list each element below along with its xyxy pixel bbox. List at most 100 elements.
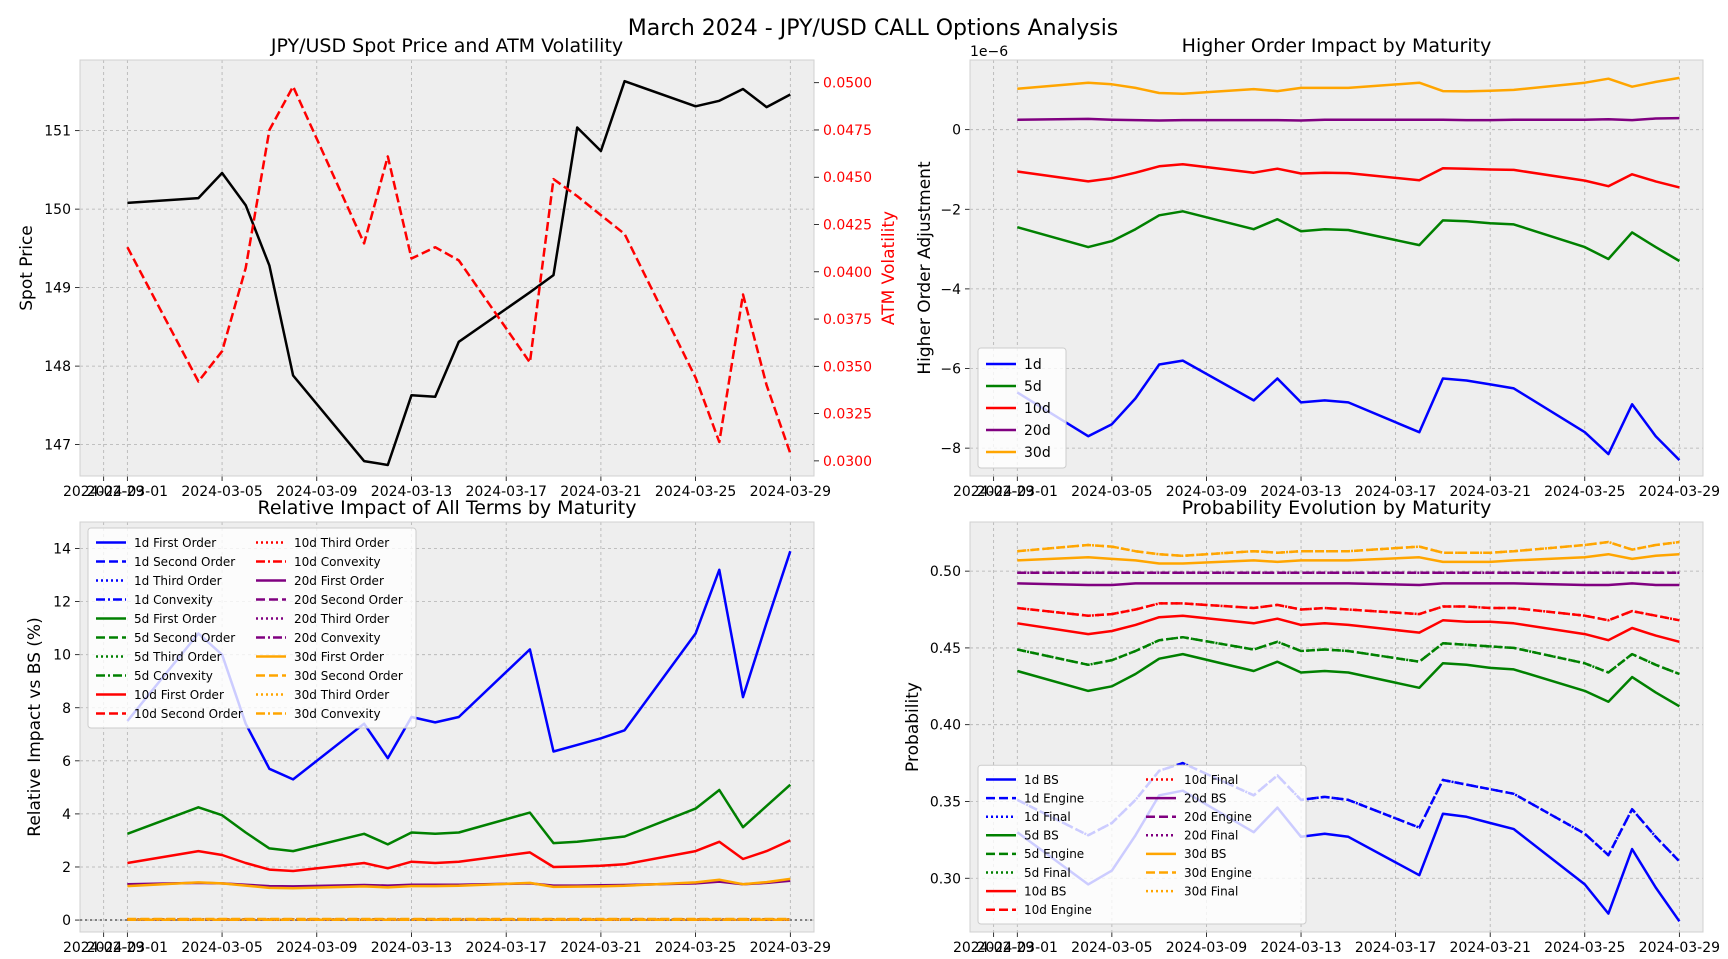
x-tick-label: 2024-03-21 [1450, 940, 1531, 955]
legend-label: 10d BS [1024, 884, 1066, 898]
legend-label: 1d Second Order [134, 555, 235, 569]
legend-box [977, 764, 1307, 925]
legend: 1d First Order 1d Second Order 1d Third Or… [87, 527, 417, 729]
plot-area [970, 60, 1703, 476]
plot-area [80, 60, 814, 476]
x-tick-label: 2024-03-25 [655, 940, 736, 955]
legend-label: 1d Convexity [134, 593, 213, 607]
legend-label: 1d [1024, 357, 1042, 373]
legend-label: 10d Final [1184, 773, 1238, 787]
legend-label: 1d Engine [1024, 791, 1084, 805]
y-tick-label: 151 [44, 124, 71, 140]
legend-label: 20d First Order [294, 574, 384, 588]
y-tick-label: 0.50 [930, 564, 961, 580]
series-line-5d [1016, 210, 1681, 263]
y2-tick-label: 0.0300 [823, 454, 872, 470]
y2-tick-label: 0.0400 [823, 265, 872, 281]
legend-label: 20d Convexity [294, 631, 381, 645]
series-line-20d [1017, 116, 1680, 122]
y-tick-label: −6 [940, 362, 961, 378]
legend-label: 20d [1024, 423, 1051, 439]
x-tick-label: 2024-02-29 [63, 484, 144, 500]
legend-label: 30d Engine [1184, 866, 1252, 880]
series-line-atm-volatility [126, 85, 792, 454]
y-tick-label: 0 [62, 913, 71, 929]
legend-box [87, 527, 417, 729]
legend-label: 5d Third Order [134, 650, 222, 664]
y-tick-label: 0.35 [930, 794, 961, 810]
x-tick-label: 2024-03-17 [466, 484, 547, 500]
series-line-30d-bs [1017, 552, 1680, 565]
x-tick-label: 2024-03-29 [1639, 484, 1720, 500]
y2-tick-label: 0.0450 [823, 170, 872, 186]
x-tick-label: 2024-03-05 [181, 940, 262, 955]
legend-label: 20d Engine [1184, 810, 1252, 824]
x-tick-label: 2024-03-25 [1544, 940, 1625, 955]
legend-label: 5d Engine [1024, 847, 1084, 861]
x-tick-label: 2024-03-29 [750, 484, 831, 500]
series-line-1d [1016, 359, 1681, 461]
series-line-5d-final [1017, 635, 1680, 676]
plot-frame [79, 59, 815, 477]
series-group [1016, 76, 1681, 461]
y-axis-label: Higher Order Adjustment [915, 161, 935, 375]
series-line-10d-bs [1017, 614, 1680, 644]
legend-label: 10d [1024, 401, 1051, 417]
legend-label: 5d First Order [134, 612, 216, 626]
y-tick-label: 2 [62, 860, 71, 876]
x-tick-label: 2024-03-17 [1355, 484, 1436, 500]
x-tick-label: 2024-03-29 [1639, 940, 1720, 955]
y-axis-label: Relative Impact vs BS (%) [25, 617, 45, 836]
series-group [126, 550, 792, 922]
y-tick-label: 0.40 [930, 718, 961, 734]
legend-label: 1d BS [1024, 773, 1059, 787]
series-line-10d-first-order [127, 839, 791, 873]
chart-title: Higher Order Impact by Maturity [1182, 35, 1492, 57]
x-tick-label: 2024-03-13 [371, 940, 452, 955]
y-tick-label: 8 [62, 701, 71, 717]
x-tick-label: 2024-03-13 [1260, 940, 1341, 955]
y-axis-label: Probability [903, 682, 923, 772]
y-tick-label: −8 [940, 441, 961, 457]
x-tick-label: 2024-03-09 [1166, 484, 1247, 500]
y-tick-label: 0.30 [930, 871, 961, 887]
axis-offset-label: 1e−6 [970, 44, 1008, 60]
x-tick-label: 2024-02-29 [953, 484, 1034, 500]
x-tick-label: 2024-03-01 [977, 940, 1058, 955]
series-group [126, 79, 792, 467]
legend-label: 1d Third Order [134, 574, 222, 588]
legend-label: 30d Second Order [294, 669, 403, 683]
legend-label: 30d Final [1184, 884, 1238, 898]
y-tick-label: 4 [62, 807, 71, 823]
series-line-30d-first-order [127, 877, 791, 890]
series-line-30d-final [1017, 540, 1680, 558]
legend-label: 10d Second Order [134, 707, 243, 721]
y-tick-label: 150 [44, 202, 71, 218]
legend-label: 10d Engine [1024, 903, 1092, 917]
x-tick-label: 2024-03-25 [655, 484, 736, 500]
legend-label: 5d Second Order [134, 631, 235, 645]
y-tick-label: 149 [44, 281, 71, 297]
legend-label: 1d First Order [134, 536, 216, 550]
legend-label: 5d Final [1024, 866, 1071, 880]
y2-tick-label: 0.0500 [823, 76, 872, 92]
legend-label: 20d BS [1184, 791, 1226, 805]
y-tick-label: 6 [62, 754, 71, 770]
y2-tick-label: 0.0475 [823, 123, 872, 139]
y-axis-label: Spot Price [17, 225, 37, 311]
x-tick-label: 2024-03-17 [466, 940, 547, 955]
series-line-1d-first-order [126, 550, 792, 781]
x-tick-label: 2024-03-05 [1071, 484, 1152, 500]
plot-frame [969, 59, 1704, 477]
legend-label: 20d Third Order [294, 612, 389, 626]
x-tick-label: 2024-03-09 [276, 484, 357, 500]
x-tick-label: 2024-03-21 [560, 940, 641, 955]
x-tick-label: 2024-03-13 [371, 484, 452, 500]
legend-label: 20d Final [1184, 829, 1238, 843]
series-line-5d-first-order [126, 783, 792, 853]
figure-title: March 2024 - JPY/USD CALL Options Analys… [628, 16, 1119, 41]
x-tick-label: 2024-03-09 [276, 940, 357, 955]
